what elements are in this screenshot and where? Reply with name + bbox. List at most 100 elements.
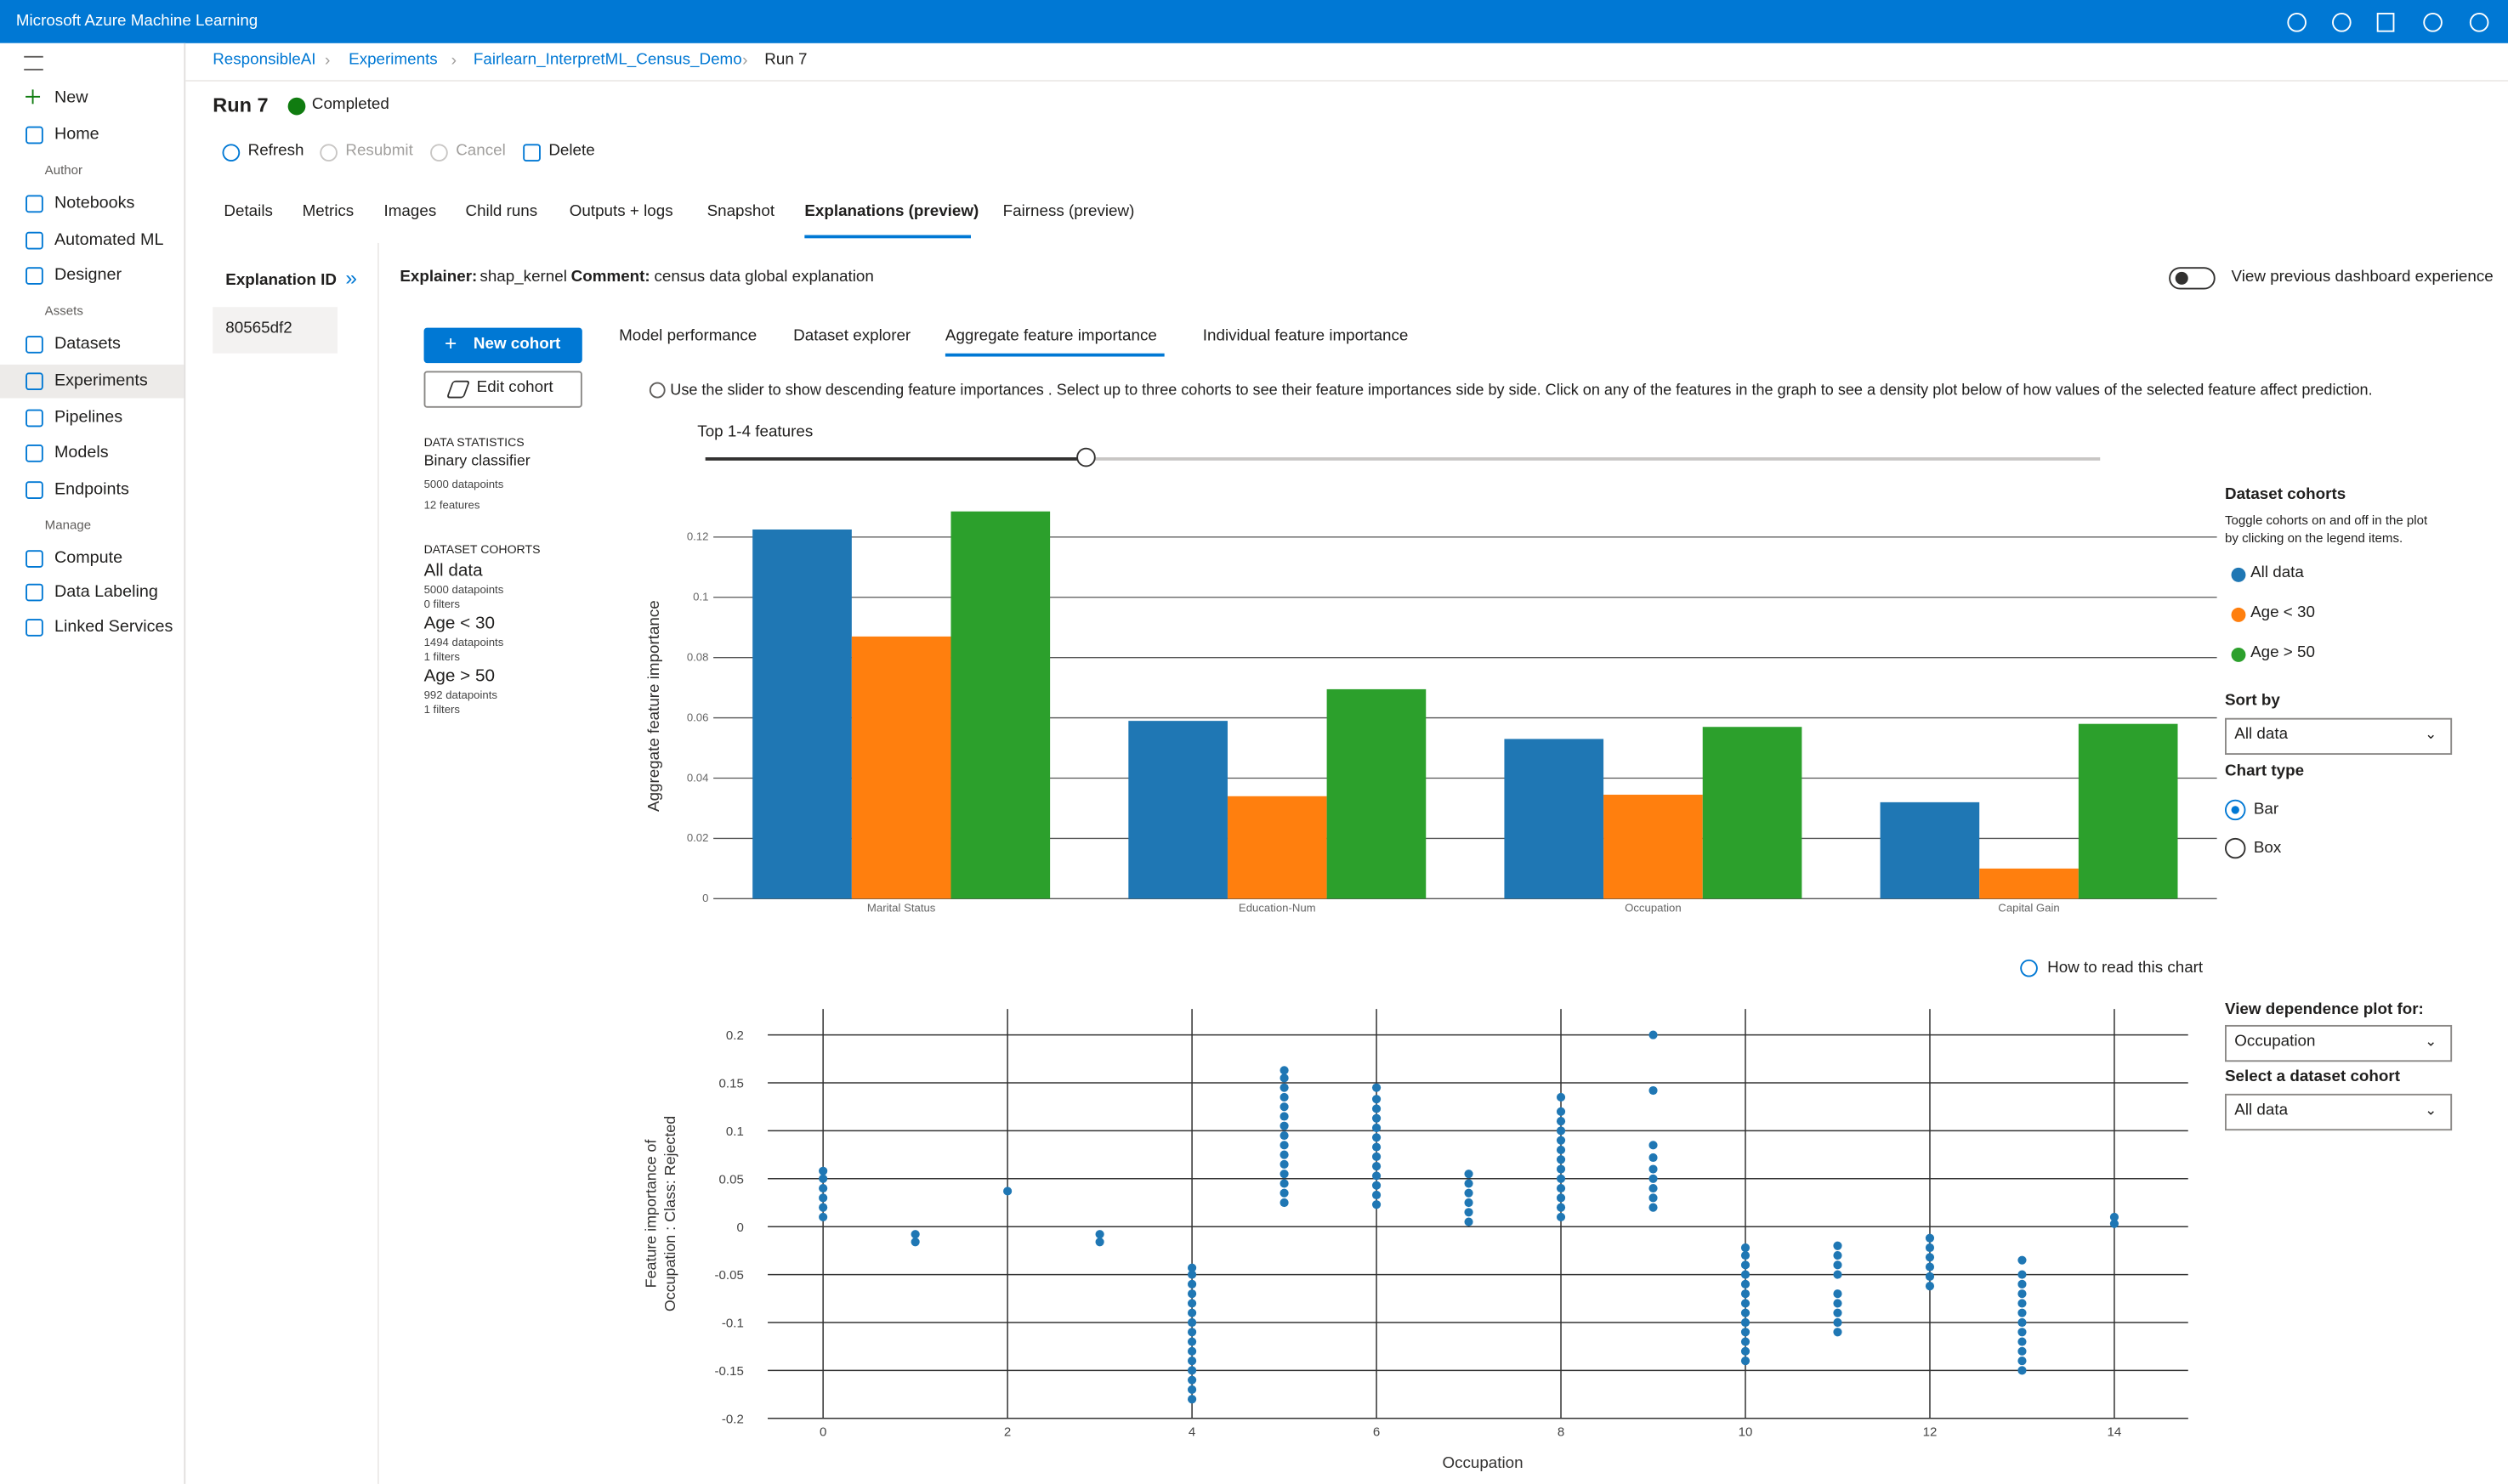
icon — [26, 336, 43, 354]
radio-label[interactable]: Bar — [2253, 801, 2279, 819]
x-tick-label: 2 — [1004, 1425, 1011, 1439]
icon[interactable] — [2469, 13, 2489, 32]
breadcrumb-link[interactable]: Experiments — [349, 51, 438, 69]
menu-icon[interactable] — [24, 55, 43, 71]
icon[interactable] — [2376, 13, 2395, 32]
icon[interactable] — [2287, 13, 2307, 32]
point — [2017, 1366, 2027, 1375]
slider-thumb[interactable] — [1076, 447, 1096, 467]
dropdown[interactable] — [2224, 1093, 2453, 1131]
collapse-icon[interactable]: » — [345, 265, 357, 290]
nav-item[interactable]: Models — [54, 443, 109, 462]
button-label[interactable]: Edit cohort — [476, 378, 553, 397]
radio-label[interactable]: Box — [2253, 839, 2282, 858]
tab[interactable]: Snapshot — [706, 202, 775, 221]
point — [1740, 1250, 1750, 1260]
app-title[interactable]: Microsoft Azure Machine Learning — [15, 13, 258, 31]
icon — [26, 372, 43, 391]
point — [1371, 1104, 1382, 1113]
tab[interactable]: Metrics — [302, 202, 355, 221]
nav-item[interactable]: Notebooks — [54, 193, 135, 213]
y-axis-label: Occupation : Class: Rejected — [661, 1116, 678, 1311]
nav-item[interactable]: New — [54, 88, 88, 108]
dropdown[interactable] — [2224, 717, 2453, 756]
legend-item[interactable]: Age > 50 — [2231, 643, 2440, 665]
point — [1740, 1308, 1750, 1317]
button-label[interactable]: New cohort — [473, 336, 561, 354]
legend-item[interactable]: All data — [2231, 563, 2440, 585]
bar — [1128, 721, 1228, 899]
nav-item[interactable]: Pipelines — [54, 407, 123, 428]
legend-item[interactable]: Age < 30 — [2231, 603, 2440, 625]
how-to-read[interactable]: How to read this chart — [2047, 959, 2204, 977]
point — [1740, 1279, 1750, 1289]
dropdown-value[interactable]: All data — [2234, 1102, 2289, 1119]
toolbar-button[interactable]: Delete — [548, 142, 595, 161]
cohort-name[interactable]: Age < 30 — [423, 614, 495, 634]
nav-item[interactable]: Automated ML — [54, 229, 164, 250]
cohort-detail: 1 filters — [423, 652, 461, 664]
tab-underline — [945, 353, 1165, 357]
tab[interactable]: Details — [224, 202, 273, 221]
toolbar-button[interactable]: Cancel — [456, 142, 506, 161]
y-tick-label: 0.1 — [726, 1124, 744, 1139]
nav-item[interactable]: Home — [54, 124, 99, 144]
toggle[interactable] — [2169, 267, 2216, 290]
toolbar-button[interactable]: Resubmit — [345, 142, 413, 161]
nav-item[interactable]: Compute — [54, 548, 123, 568]
dashboard-tab[interactable]: Dataset explorer — [793, 327, 911, 346]
cohort-name[interactable]: Age > 50 — [423, 666, 495, 687]
point — [2017, 1255, 2027, 1265]
explanation-id[interactable]: 80565df2 — [225, 320, 292, 337]
legend-label[interactable]: Age < 30 — [2250, 604, 2315, 622]
tab[interactable]: Child runs — [465, 202, 538, 221]
breadcrumb-link[interactable]: Fairlearn_InterpretML_Census_Demo — [473, 51, 742, 69]
point — [2017, 1299, 2027, 1308]
point — [819, 1166, 828, 1175]
point — [1464, 1217, 1473, 1226]
dashboard-tab-selected[interactable]: Aggregate feature importance — [945, 327, 1157, 346]
nav-item[interactable]: Data Labeling — [54, 581, 158, 602]
radio-selected[interactable] — [2224, 799, 2246, 821]
legend-label[interactable]: Age > 50 — [2250, 644, 2315, 662]
new-cohort-button[interactable] — [423, 327, 582, 364]
tab[interactable]: Outputs + logs — [569, 202, 673, 221]
cohort-name[interactable]: All data — [423, 561, 483, 581]
x-tick-label: Education-Num — [1239, 901, 1316, 914]
chevron: ⌄ — [2425, 1033, 2437, 1050]
nav-heading: Manage — [44, 518, 92, 533]
nav-item[interactable]: Endpoints — [54, 479, 129, 499]
dropdown-value[interactable]: Occupation — [2234, 1033, 2316, 1051]
breadcrumb-link[interactable]: ResponsibleAI — [213, 51, 316, 69]
toolbar-button[interactable]: Refresh — [247, 142, 304, 161]
tab-selected[interactable]: Explanations (preview) — [804, 202, 979, 221]
dropdown[interactable] — [2224, 1024, 2453, 1062]
nav-item[interactable]: Linked Services — [54, 617, 173, 637]
icon[interactable] — [2332, 13, 2352, 32]
dashboard-tab[interactable]: Individual feature importance — [1202, 327, 1409, 346]
id-box[interactable] — [213, 307, 338, 354]
icon[interactable] — [2423, 13, 2443, 32]
slider-track[interactable] — [705, 457, 2101, 461]
radio[interactable] — [2224, 837, 2246, 859]
bar — [2078, 723, 2178, 899]
legend-label[interactable]: All data — [2250, 564, 2304, 582]
edit-cohort-button[interactable] — [423, 371, 582, 408]
point — [1740, 1289, 1750, 1299]
nav-item[interactable]: Designer — [54, 265, 122, 285]
dropdown-value[interactable]: All data — [2234, 726, 2289, 744]
dashboard-tab[interactable]: Model performance — [619, 327, 758, 346]
radio-dot — [2231, 806, 2239, 814]
point — [2017, 1270, 2027, 1279]
point — [1188, 1289, 1197, 1299]
tab[interactable]: Fairness (preview) — [1002, 202, 1135, 221]
run-title: Run 7 — [213, 94, 269, 117]
tab[interactable]: Images — [383, 202, 437, 221]
point — [1280, 1083, 1289, 1092]
x-tick-label: 10 — [1739, 1425, 1753, 1439]
point — [911, 1238, 920, 1247]
nav-item[interactable]: Experiments — [54, 371, 148, 391]
point — [819, 1174, 828, 1183]
point — [1188, 1328, 1197, 1337]
nav-item[interactable]: Datasets — [54, 334, 121, 354]
